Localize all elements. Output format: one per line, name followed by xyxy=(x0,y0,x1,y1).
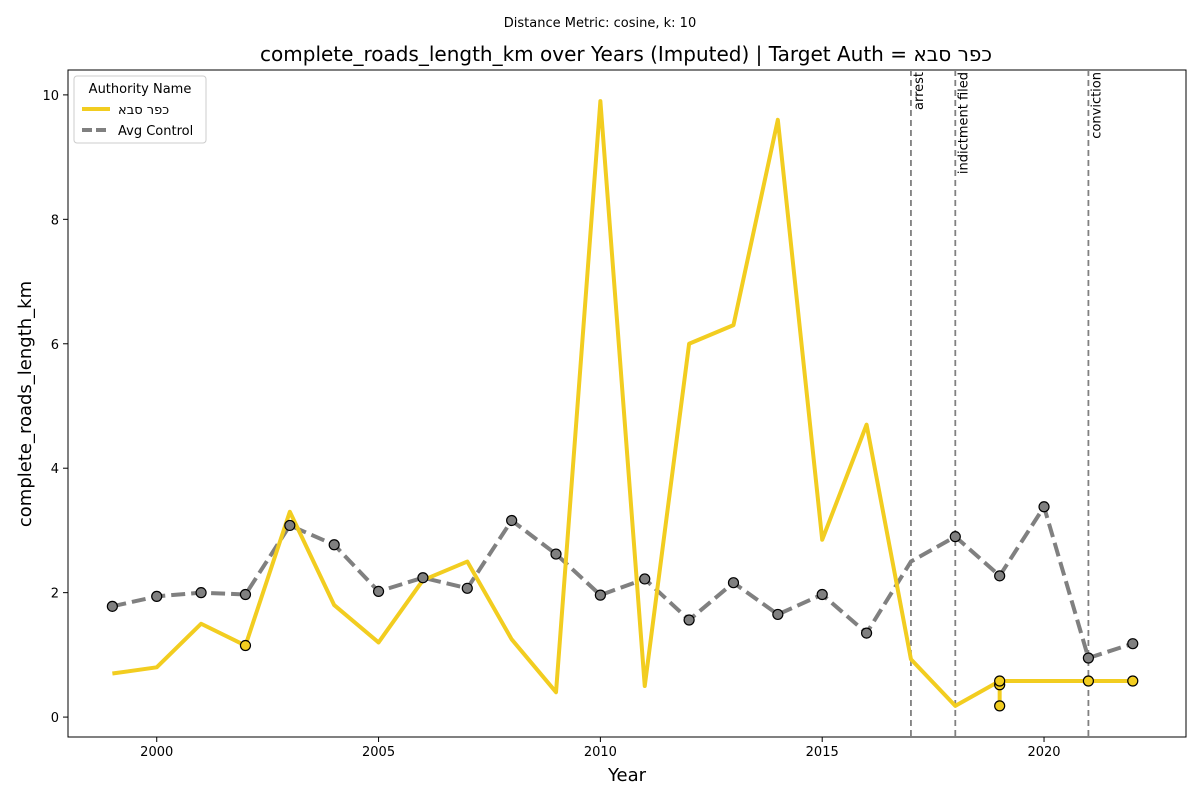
data-point-marker xyxy=(1082,675,1094,687)
data-point-marker xyxy=(994,570,1006,582)
data-point-marker xyxy=(106,600,118,612)
data-point-marker xyxy=(195,587,207,599)
data-point-marker xyxy=(994,700,1006,712)
x-tick-label: 2020 xyxy=(1027,745,1060,760)
chart-title: complete_roads_length_km over Years (Imp… xyxy=(260,42,992,66)
data-point-marker xyxy=(594,589,606,601)
data-point-marker xyxy=(239,639,252,652)
y-axis-title: complete_roads_length_km xyxy=(15,281,36,527)
data-point-marker xyxy=(372,585,385,598)
y-tick-label: 6 xyxy=(51,338,59,353)
data-point-marker xyxy=(550,548,562,560)
data-point-marker xyxy=(284,519,296,532)
x-tick-label: 2010 xyxy=(584,745,617,760)
series-line-0 xyxy=(112,99,1133,708)
event-label: arrest xyxy=(912,72,927,110)
y-tick-label: 2 xyxy=(51,587,59,602)
data-point-marker xyxy=(1127,638,1139,650)
x-tick-label: 2005 xyxy=(362,745,395,760)
data-point-marker xyxy=(860,627,873,639)
plot-frame xyxy=(67,69,1187,738)
event-label: indictment filed xyxy=(956,72,971,174)
data-point-marker xyxy=(683,614,695,626)
legend-label-target: כפר סבא xyxy=(118,103,169,118)
data-point-marker xyxy=(994,675,1006,687)
x-tick-label: 2015 xyxy=(806,745,839,760)
y-tick-label: 8 xyxy=(51,213,59,228)
legend-title: Authority Name xyxy=(89,82,192,97)
legend-label-control: Avg Control xyxy=(118,124,193,139)
data-point-marker xyxy=(639,573,651,585)
axis-ticks: 2000 2005 2010 2015 2020 0 2 4 6 8 10 xyxy=(42,89,1060,760)
event-label: conviction xyxy=(1089,72,1104,139)
data-point-marker xyxy=(506,514,518,527)
y-tick-label: 0 xyxy=(51,711,59,726)
data-point-marker xyxy=(461,582,473,594)
data-point-marker xyxy=(772,608,784,621)
data-point-marker xyxy=(727,577,740,589)
chart-suptitle: Distance Metric: cosine, k: 10 xyxy=(504,16,696,31)
data-point-marker xyxy=(816,588,828,601)
data-point-marker xyxy=(151,590,163,602)
data-point-marker xyxy=(949,531,961,543)
series-markers xyxy=(106,501,1139,712)
x-axis-title: Year xyxy=(607,765,647,786)
data-point-marker xyxy=(1082,652,1094,664)
y-tick-label: 4 xyxy=(51,462,59,477)
data-point-marker xyxy=(417,572,429,584)
x-tick-label: 2000 xyxy=(140,745,173,760)
legend-box xyxy=(73,75,207,144)
data-point-marker xyxy=(239,588,252,601)
event-lines: arrest indictment filed conviction xyxy=(910,70,1104,737)
legend: Authority Name כפר סבא Avg Control xyxy=(73,75,207,144)
data-point-marker xyxy=(1127,675,1139,687)
data-point-marker xyxy=(328,539,340,551)
data-point-marker xyxy=(1038,501,1050,513)
y-tick-label: 10 xyxy=(42,89,59,104)
series-lines xyxy=(111,99,1134,708)
